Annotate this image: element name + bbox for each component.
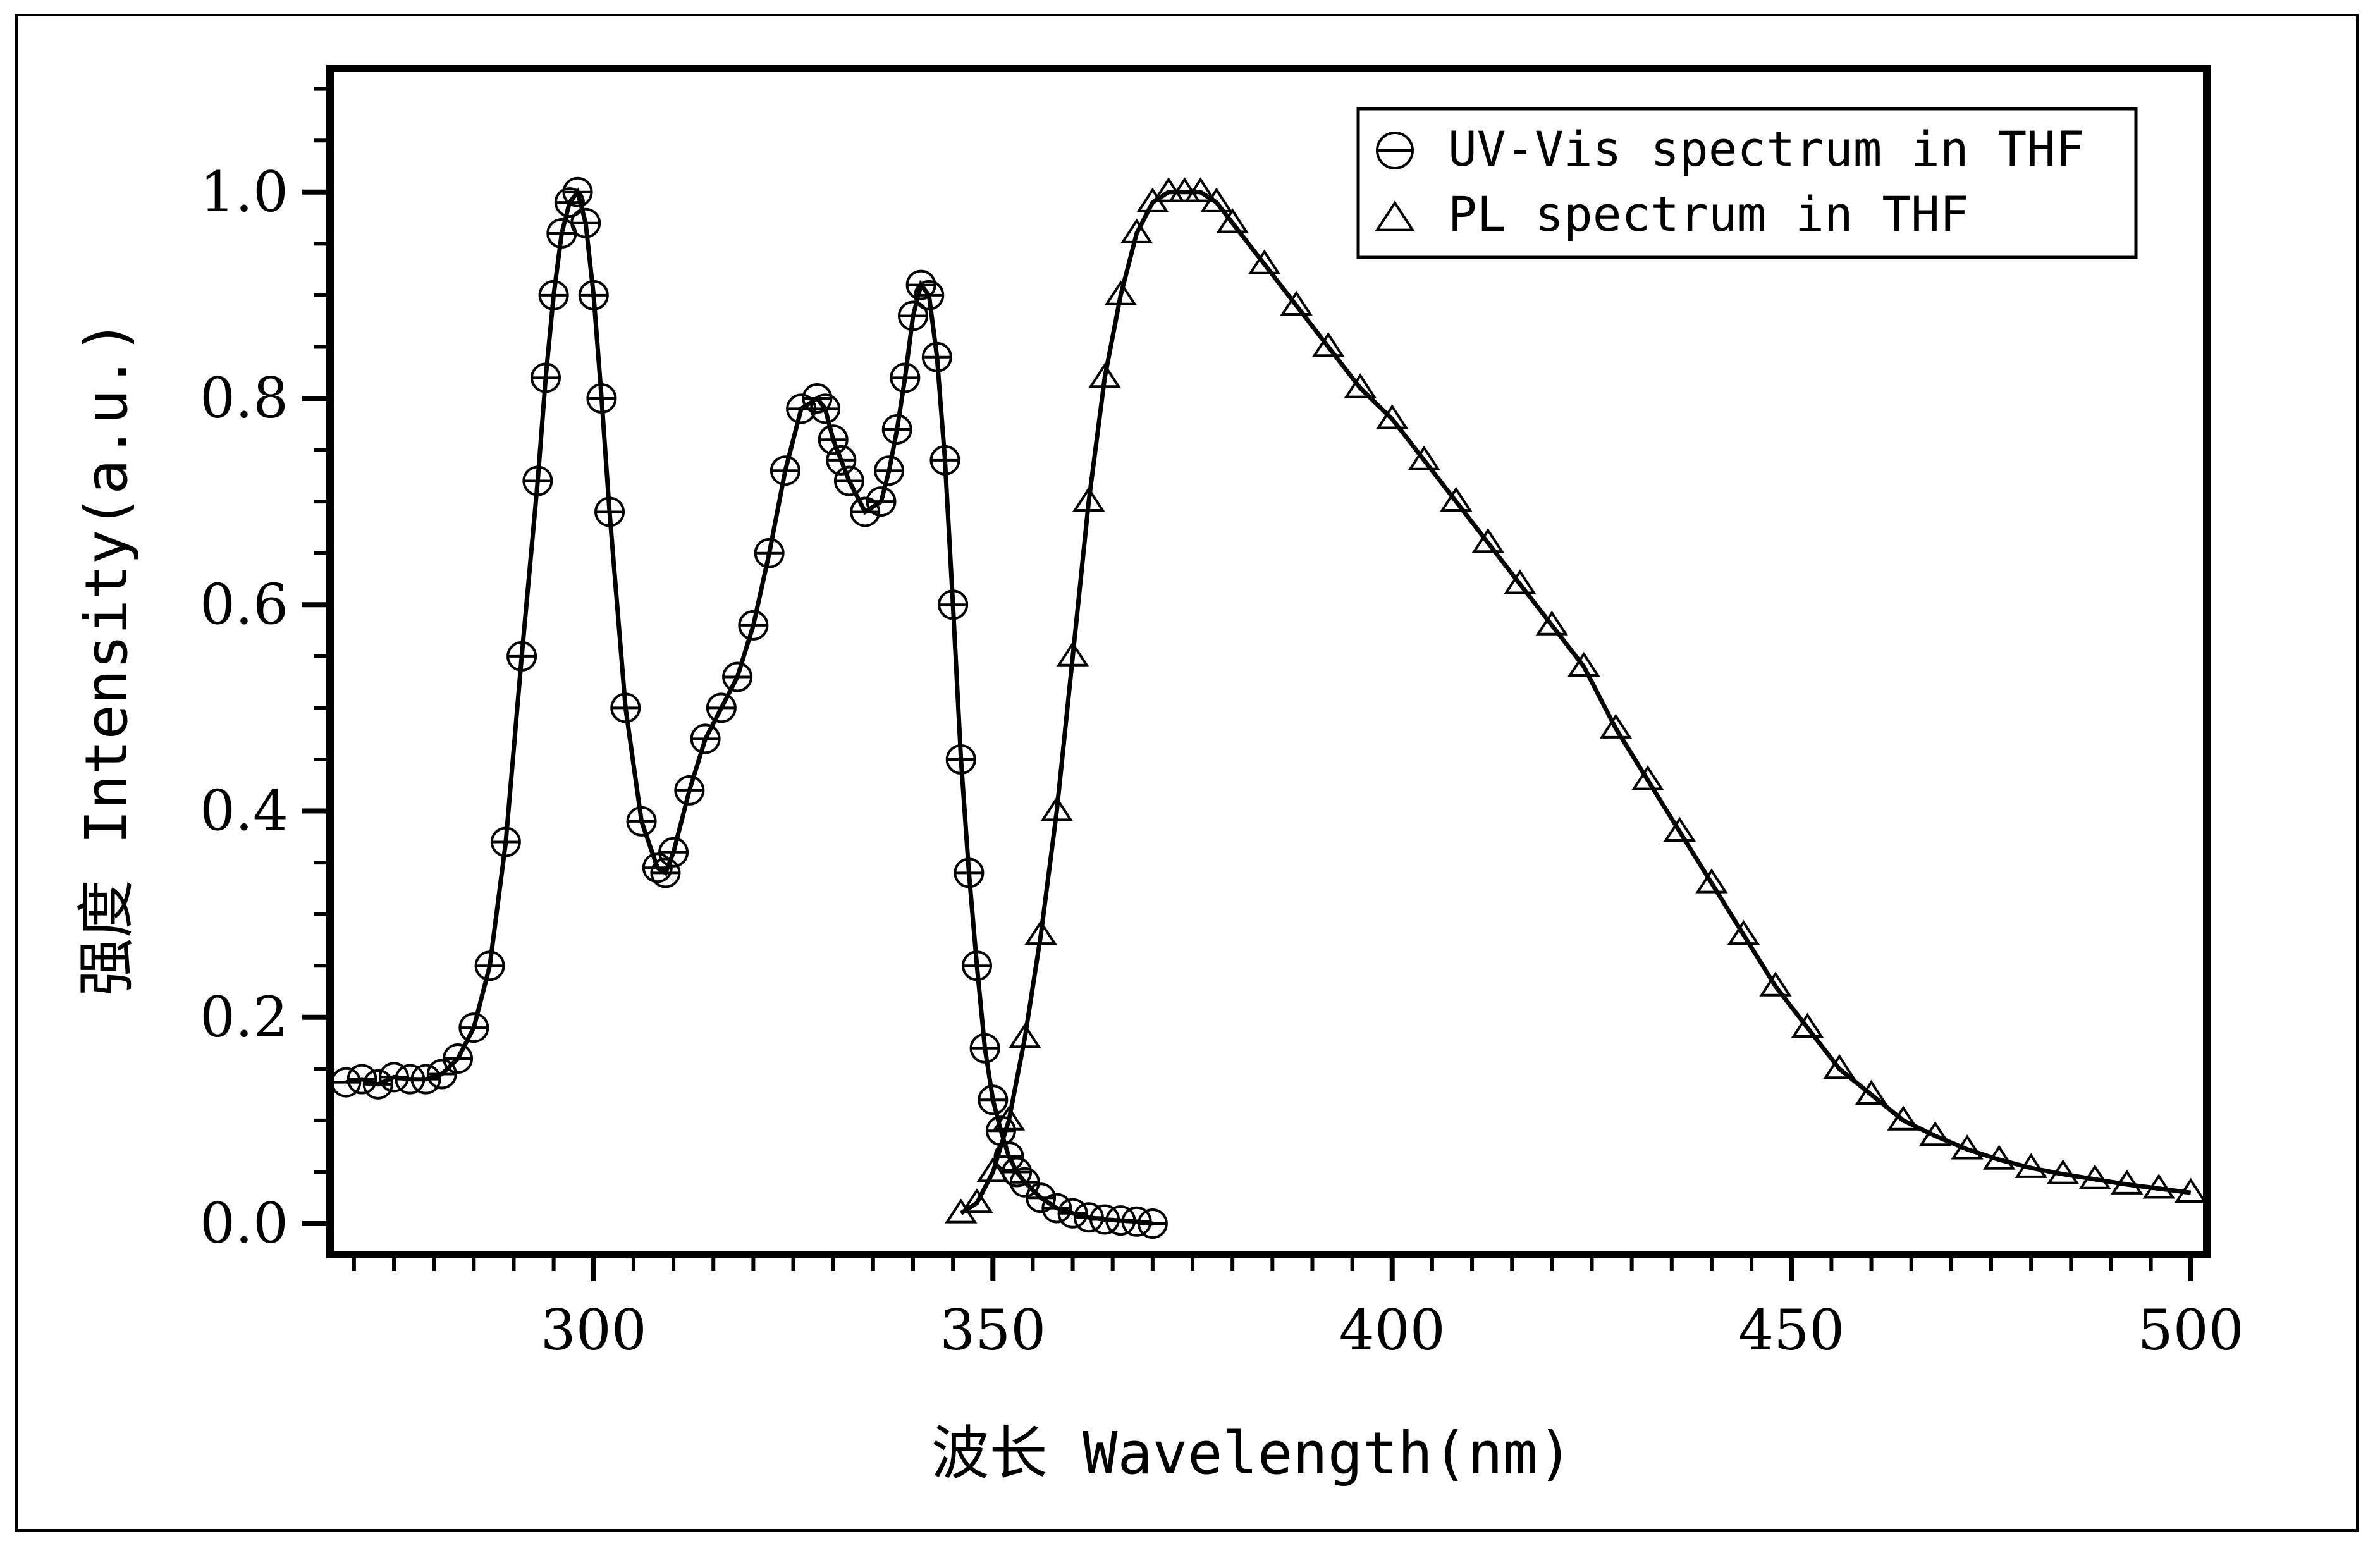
- y-tick-label: 0.0: [200, 1191, 288, 1256]
- data-point: [867, 488, 895, 515]
- series-uv-vis: [332, 178, 1167, 1238]
- legend-label-uv-vis: UV-Vis spectrum in THF: [1448, 121, 2085, 177]
- data-point: [348, 1066, 376, 1093]
- legend: UV-Vis spectrum in THF PL spectrum in TH…: [1358, 109, 2136, 257]
- y-tick-label: 1.0: [200, 159, 288, 224]
- y-tick-label: 0.4: [200, 778, 288, 844]
- spectrum-chart: 300 350 400 450 500 0.0 0.2 0.4 0.6 0.8 1.0 UV-Vi…: [0, 0, 2380, 1548]
- series-layer: [332, 178, 2204, 1238]
- data-point: [1139, 1210, 1167, 1238]
- data-point: [1059, 1200, 1087, 1227]
- x-tick-label: 400: [1339, 1298, 1445, 1363]
- data-point: [675, 777, 703, 804]
- y-tick-label: 0.6: [200, 572, 288, 637]
- legend-label-pl: PL spectrum in THF: [1448, 186, 1969, 242]
- data-point: [428, 1060, 456, 1088]
- data-point: [412, 1066, 440, 1093]
- data-point: [692, 725, 720, 752]
- y-tick-label: 0.8: [200, 366, 288, 431]
- data-point: [364, 1071, 392, 1098]
- x-tick-label: 300: [541, 1298, 647, 1363]
- data-point: [1043, 1195, 1070, 1222]
- x-axis-title: 波长 Wavelength(nm): [931, 1420, 1573, 1487]
- series-line: [961, 192, 2191, 1213]
- data-point: [708, 694, 735, 722]
- y-axis-ticks: 0.0 0.2 0.4 0.6 0.8 1.0: [200, 89, 326, 1256]
- x-axis-ticks: 300 350 400 450 500: [354, 1258, 2244, 1363]
- y-axis-title: 强度 Intensity(a.u.): [73, 319, 140, 996]
- series-pl: [947, 180, 2205, 1222]
- x-tick-label: 350: [940, 1298, 1046, 1363]
- data-point: [444, 1045, 472, 1072]
- x-tick-label: 500: [2138, 1298, 2244, 1363]
- y-tick-label: 0.2: [200, 985, 288, 1050]
- data-point: [723, 663, 751, 691]
- data-point: [460, 1014, 488, 1041]
- x-tick-label: 450: [1738, 1298, 1844, 1363]
